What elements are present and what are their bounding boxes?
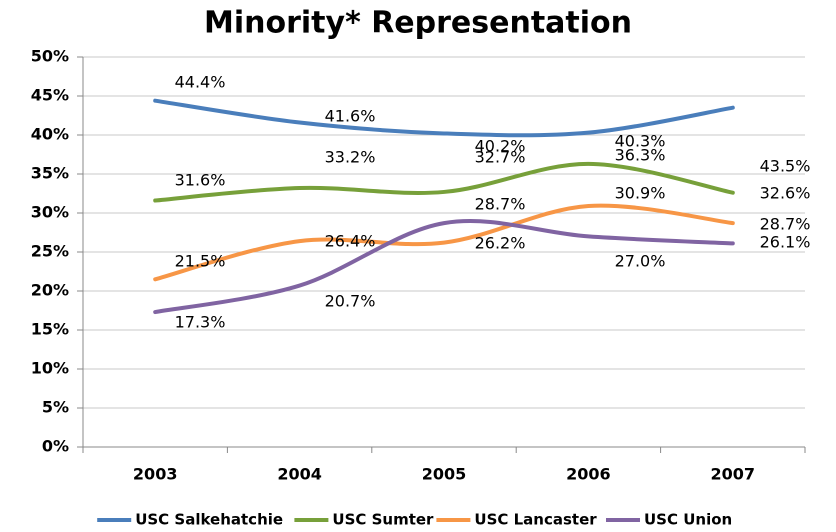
x-tick-label: 2004 bbox=[277, 465, 322, 484]
data-label: 40.2% bbox=[475, 137, 526, 156]
data-label: 33.2% bbox=[325, 148, 376, 167]
data-label: 43.5% bbox=[760, 157, 811, 176]
data-label: 28.7% bbox=[475, 195, 526, 214]
data-label: 41.6% bbox=[325, 107, 376, 126]
series-line bbox=[153, 203, 735, 282]
series-line bbox=[153, 98, 735, 138]
x-tick-label: 2006 bbox=[566, 465, 611, 484]
data-label: 26.1% bbox=[760, 233, 811, 252]
data-label: 32.7% bbox=[475, 148, 526, 167]
y-tick-label: 25% bbox=[31, 242, 69, 261]
y-tick-label: 15% bbox=[31, 320, 69, 339]
data-label: 44.4% bbox=[175, 73, 226, 92]
data-label: 36.3% bbox=[615, 146, 666, 165]
series-line bbox=[153, 161, 735, 203]
y-tick-label: 5% bbox=[42, 398, 69, 417]
y-tick-label: 30% bbox=[31, 203, 69, 222]
data-label: 40.3% bbox=[615, 132, 666, 151]
chart-title: Minority* Representation bbox=[204, 6, 632, 41]
x-tick-label: 2003 bbox=[133, 465, 178, 484]
data-label: 32.6% bbox=[760, 184, 811, 203]
y-tick-label: 20% bbox=[31, 281, 69, 300]
y-tick-label: 40% bbox=[31, 125, 69, 144]
y-tick-label: 45% bbox=[31, 86, 69, 105]
legend-label: USC Union bbox=[644, 511, 732, 529]
legend-label: USC Lancaster bbox=[474, 511, 597, 529]
legend-label: USC Salkehatchie bbox=[135, 511, 283, 529]
x-tick-label: 2005 bbox=[422, 465, 467, 484]
y-tick-label: 50% bbox=[31, 47, 69, 66]
data-label: 17.3% bbox=[175, 313, 226, 332]
data-label: 30.9% bbox=[615, 184, 666, 203]
data-label: 20.7% bbox=[325, 292, 376, 311]
x-tick-label: 2007 bbox=[711, 465, 756, 484]
data-label: 26.4% bbox=[325, 232, 376, 251]
y-tick-label: 10% bbox=[31, 359, 69, 378]
legend-label: USC Sumter bbox=[332, 511, 434, 529]
data-label: 31.6% bbox=[175, 171, 226, 190]
y-tick-label: 35% bbox=[31, 164, 69, 183]
series-line bbox=[153, 219, 735, 315]
data-label: 21.5% bbox=[175, 252, 226, 271]
y-tick-label: 0% bbox=[42, 437, 69, 456]
data-label: 28.7% bbox=[760, 215, 811, 234]
data-label: 26.2% bbox=[475, 234, 526, 253]
data-label: 27.0% bbox=[615, 252, 666, 271]
